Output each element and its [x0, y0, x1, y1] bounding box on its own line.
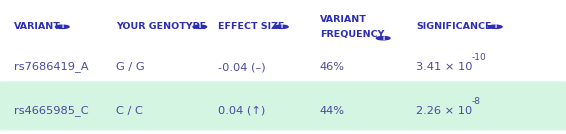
Text: FREQUENCY: FREQUENCY: [320, 30, 384, 39]
Text: VARIANT: VARIANT: [320, 15, 367, 24]
Text: -10: -10: [471, 53, 486, 62]
Circle shape: [488, 25, 502, 28]
Text: SIGNIFICANCE: SIGNIFICANCE: [416, 22, 491, 31]
Circle shape: [376, 37, 390, 40]
Text: EFFECT SIZE: EFFECT SIZE: [218, 22, 284, 31]
Text: i: i: [382, 36, 384, 41]
Text: 46%: 46%: [320, 62, 345, 72]
FancyBboxPatch shape: [0, 81, 566, 130]
Circle shape: [275, 25, 288, 28]
Text: i: i: [199, 24, 201, 29]
Text: G / G: G / G: [116, 62, 145, 72]
Circle shape: [55, 25, 69, 28]
Circle shape: [193, 25, 207, 28]
Text: 44%: 44%: [320, 106, 345, 116]
Text: rs4665985_C: rs4665985_C: [14, 105, 89, 116]
Text: 3.41 × 10: 3.41 × 10: [416, 62, 473, 72]
Text: VARIANT: VARIANT: [14, 22, 61, 31]
Text: YOUR GENOTYPE: YOUR GENOTYPE: [116, 22, 206, 31]
Text: -8: -8: [471, 97, 481, 106]
Text: rs7686419_A: rs7686419_A: [14, 62, 89, 72]
Text: i: i: [494, 24, 496, 29]
Text: i: i: [280, 24, 282, 29]
Text: i: i: [61, 24, 63, 29]
Text: -0.04 (–): -0.04 (–): [218, 62, 265, 72]
Text: 2.26 × 10: 2.26 × 10: [416, 106, 472, 116]
Text: C / C: C / C: [116, 106, 143, 116]
Text: 0.04 (↑): 0.04 (↑): [218, 106, 265, 116]
